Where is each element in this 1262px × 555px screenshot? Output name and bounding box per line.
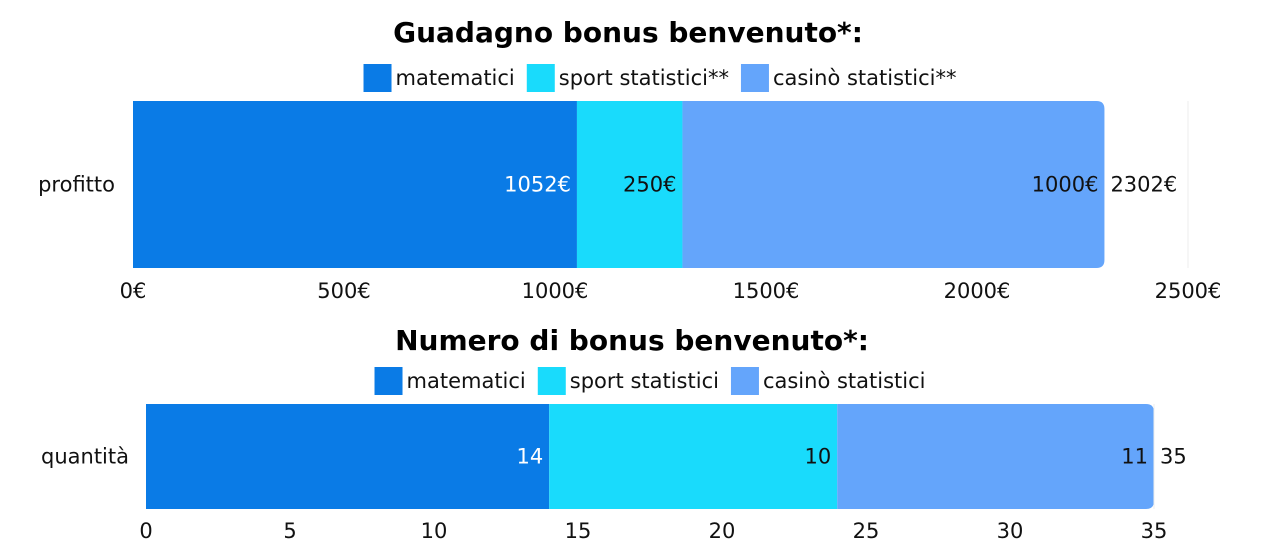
profit-bar-segment (133, 101, 577, 268)
count-tick-label: 5 (283, 519, 296, 543)
count-total-label: 35 (1160, 445, 1187, 469)
count-bar-segment (549, 404, 838, 509)
count-tick-label: 0 (139, 519, 152, 543)
profit-legend-item: sport statistici** (526, 64, 729, 92)
profit-chart-legend: matematici sport statistici** casinò stati… (363, 64, 957, 92)
count-tick-label: 25 (853, 519, 880, 543)
profit-tick-label: 500€ (317, 279, 370, 303)
count-chart-x-axis: 0 5 10 15 20 25 30 35 (139, 404, 1167, 543)
profit-chart-bars: profitto 1052€ 250€ 1000€ 2302€ (38, 101, 1177, 268)
count-legend-swatch (537, 367, 566, 395)
profit-legend-swatch (526, 64, 555, 92)
count-legend-item: sport statistici (537, 367, 719, 395)
count-data-label: 14 (516, 445, 543, 469)
profit-legend-item: casinò statistici** (740, 64, 957, 92)
count-chart-bars: quantità 14 10 11 35 (41, 404, 1187, 509)
count-tick-label: 20 (709, 519, 736, 543)
count-chart-legend: matematici sport statistici casinò statist… (374, 367, 926, 395)
profit-data-label: 250€ (623, 173, 676, 197)
count-chart: Numero di bonus benvenuto*: matematici sp… (41, 324, 1187, 543)
count-tick-label: 15 (565, 519, 592, 543)
profit-tick-label: 0€ (120, 279, 147, 303)
count-category-label: quantità (41, 445, 129, 469)
profit-data-label: 1000€ (1032, 173, 1099, 197)
count-bar-segment (146, 404, 550, 509)
profit-chart: Guadagno bonus benvenuto*: matematici spo… (38, 16, 1221, 303)
count-legend-swatch (730, 367, 759, 395)
count-data-label: 11 (1121, 445, 1148, 469)
profit-legend-label: matematici (396, 66, 515, 90)
profit-tick-label: 1000€ (522, 279, 589, 303)
count-tick-label: 35 (1141, 519, 1168, 543)
count-data-label: 10 (804, 445, 831, 469)
profit-tick-label: 2000€ (944, 279, 1011, 303)
profit-legend-label: casinò statistici** (773, 66, 957, 90)
profit-legend-swatch (363, 64, 392, 92)
count-tick-label: 10 (421, 519, 448, 543)
profit-tick-label: 2500€ (1155, 279, 1222, 303)
profit-bar-segment (576, 101, 683, 268)
count-legend-swatch (374, 367, 403, 395)
count-tick-label: 30 (997, 519, 1024, 543)
profit-bar-segment (682, 101, 1105, 268)
profit-category-label: profitto (38, 173, 115, 197)
count-legend-label: casinò statistici (763, 369, 926, 393)
profit-data-label: 1052€ (504, 173, 571, 197)
count-chart-title: Numero di bonus benvenuto*: (395, 324, 869, 357)
count-legend-label: matematici (407, 369, 526, 393)
profit-legend-swatch (740, 64, 769, 92)
profit-legend-label: sport statistici** (559, 66, 729, 90)
count-legend-item: matematici (374, 367, 526, 395)
profit-legend-item: matematici (363, 64, 515, 92)
profit-chart-x-axis: 0€ 500€ 1000€ 1500€ 2000€ 2500€ (120, 101, 1222, 303)
count-legend-item: casinò statistici (730, 367, 926, 395)
count-bar-segment (837, 404, 1154, 509)
profit-chart-title: Guadagno bonus benvenuto*: (393, 16, 863, 49)
profit-total-label: 2302€ (1110, 173, 1177, 197)
profit-tick-label: 1500€ (733, 279, 800, 303)
count-legend-label: sport statistici (570, 369, 719, 393)
